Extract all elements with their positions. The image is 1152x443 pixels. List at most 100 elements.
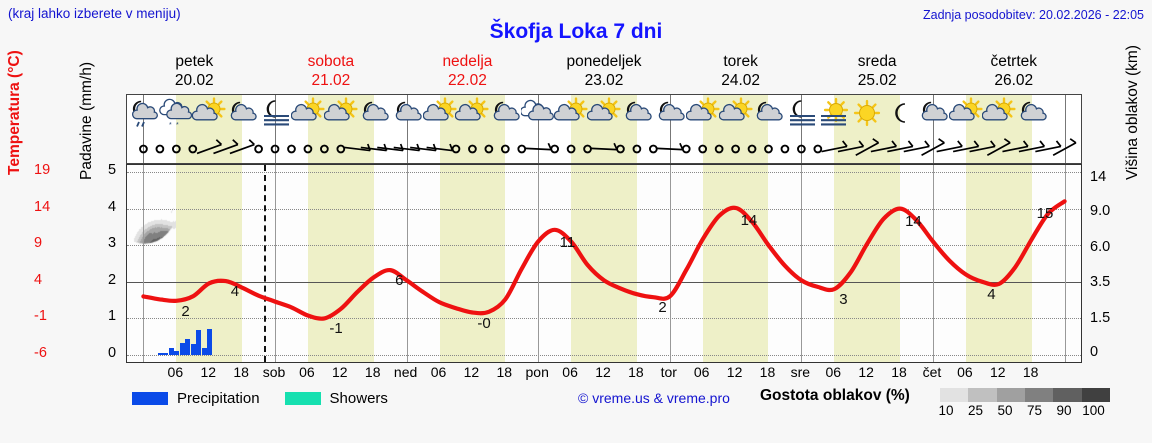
precipitation-bar <box>190 344 196 355</box>
weather-icon-night-cloud <box>916 97 950 131</box>
precipitation-axis-title: Padavine (mm/h) <box>78 61 95 180</box>
daylight-band <box>965 165 1032 362</box>
weather-icon-cloudy-snow: * * <box>159 97 193 131</box>
grid-line-h <box>127 355 1081 357</box>
temperature-value-label: 14 <box>740 211 758 229</box>
precipitation-bar <box>201 347 207 355</box>
x-tick-label: 06 <box>562 364 578 380</box>
day-date: 25.02 <box>857 72 897 89</box>
precipitation-tick: 2 <box>108 271 117 288</box>
weather-icon-night-rain <box>127 97 160 131</box>
day-header-sreda: sreda 25.02 <box>809 52 946 92</box>
day-header-petek: petek 20.02 <box>126 52 263 92</box>
x-tick-label: sre <box>790 364 811 380</box>
weather-icon-sun-cloud <box>554 97 588 131</box>
copyright-label: © vreme.us & vreme.pro <box>578 390 730 406</box>
day-separator <box>801 95 803 134</box>
x-tick-label: 18 <box>891 364 907 380</box>
x-tick-label: 12 <box>989 364 1006 380</box>
cloud-height-tick: 0 <box>1090 344 1099 361</box>
grid-line-v <box>143 165 145 362</box>
precipitation-tick: 3 <box>108 235 117 252</box>
x-tick-label: čet <box>922 364 942 380</box>
grid-line-h <box>127 208 1081 211</box>
x-tick-label: 18 <box>233 364 249 380</box>
day-separator <box>801 134 803 163</box>
weather-icon-band: * * <box>126 94 1082 134</box>
day-separator <box>275 134 277 163</box>
showers-legend-label: Showers <box>329 389 388 407</box>
precipitation-swatch <box>132 391 168 405</box>
temperature-value-label: 14 <box>905 212 922 230</box>
day-date: 21.02 <box>311 72 351 89</box>
temperature-value-label: 2 <box>181 302 190 320</box>
day-name: sobota <box>307 53 355 70</box>
cloud-density-step <box>996 388 1025 402</box>
precipitation-tick: 4 <box>108 198 117 215</box>
precipitation-bar <box>157 353 163 355</box>
temperature-value-label: 4 <box>230 283 240 301</box>
temperature-tick: 19 <box>34 162 51 178</box>
cloud-density-step <box>1024 388 1054 402</box>
x-tick-label: ned <box>393 364 418 380</box>
daylight-band <box>307 165 374 362</box>
weather-icon-sun-cloud <box>455 97 490 131</box>
x-tick-label: 18 <box>496 364 513 380</box>
precipitation-bar <box>168 348 174 355</box>
cloud-height-tick: 6.0 <box>1090 238 1111 255</box>
grid-line-v <box>1064 165 1066 362</box>
x-tick-label: 12 <box>200 364 217 380</box>
grid-line-v <box>406 165 408 362</box>
day-separator <box>1064 95 1066 134</box>
temperature-tick: 14 <box>34 198 51 215</box>
temperature-axis-title: Temperatura (°C) <box>6 50 23 175</box>
day-header-sobota: sobota 21.02 <box>263 52 400 92</box>
cloud-height-tick: 3.5 <box>1090 274 1111 291</box>
cloud-height-tick: 1.5 <box>1090 310 1111 327</box>
weather-icon-sun-cloud <box>948 97 983 131</box>
cloud-density-step <box>1081 388 1110 402</box>
cloud-density-color-scale <box>940 388 1110 402</box>
x-tick-label: pon <box>525 364 549 380</box>
weather-icon-night-fog <box>258 97 292 131</box>
grid-line-v <box>932 165 934 362</box>
weather-icon-sun-fog <box>817 97 851 131</box>
day-date: 23.02 <box>584 72 624 89</box>
grid-line-v <box>801 165 803 362</box>
cloud-density-step <box>968 388 997 402</box>
weather-icon-night-cloud <box>390 97 424 131</box>
temperature-curve <box>141 199 1067 321</box>
temperature-value-label: 3 <box>839 291 848 309</box>
temperature-tick: 9 <box>34 235 43 252</box>
precipitation-tick: 1 <box>108 308 117 325</box>
cloud-density-tick: 90 <box>1056 403 1072 418</box>
svg-text:*: * <box>169 122 172 129</box>
temperature-value-label: 15 <box>1036 205 1054 223</box>
grid-line-h <box>127 172 1081 174</box>
weather-icon-cloudy <box>521 97 555 131</box>
precipitation-legend: Precipitation Showers <box>132 388 388 408</box>
weather-icon-sun-cloud <box>323 97 358 131</box>
weather-icon-sun <box>850 97 884 131</box>
day-header-nedelja: nedelja 22.02 <box>399 52 536 92</box>
cloud-density-tick: 50 <box>997 403 1013 418</box>
day-name: sreda <box>857 53 897 70</box>
x-tick-label: 06 <box>825 364 842 380</box>
x-tick-label: 18 <box>364 364 381 380</box>
showers-swatch <box>284 391 321 405</box>
grid-line-h <box>127 245 1081 247</box>
x-tick-label: 06 <box>693 364 710 380</box>
cloud-density-scale-labels: 10 25 50 75 90 100 <box>936 403 1116 419</box>
cloud-density-tick: 10 <box>938 403 954 418</box>
grid-line-v <box>669 165 671 362</box>
precipitation-bar <box>196 330 202 355</box>
weather-icon-sun-cloud <box>981 97 1016 131</box>
x-tick-label: 12 <box>463 364 480 380</box>
weather-icon-night-cloud <box>751 97 785 131</box>
svg-text:*: * <box>176 122 179 129</box>
temperature-tick: -6 <box>34 345 47 361</box>
day-name: petek <box>175 53 214 70</box>
x-axis-tick-labels: 06 12 18 sob 06 12 18 ned 06 12 18 pon 06 12 18 tor 06 12… <box>126 364 1082 382</box>
precipitation-bar <box>185 338 191 355</box>
x-tick-label: 18 <box>1022 364 1039 380</box>
